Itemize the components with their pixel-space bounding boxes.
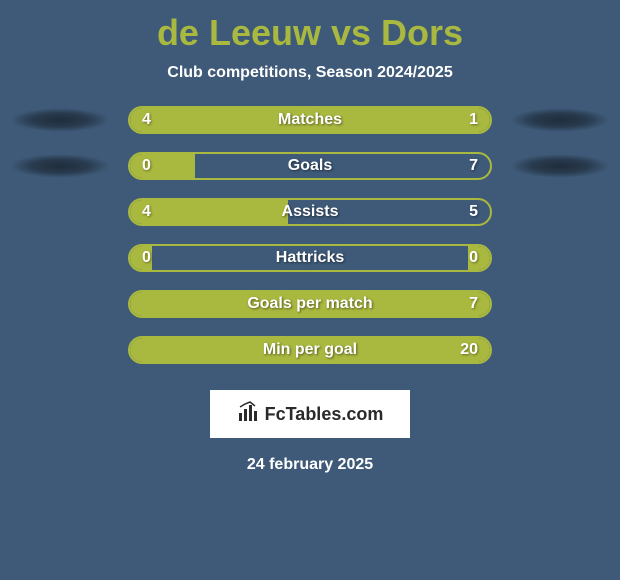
player-right-shadow <box>510 154 610 178</box>
comparison-chart: 4 1 Matches 0 7 Goals 4 5 Assists 0 0 Hattricks 7 Goa… <box>0 106 620 382</box>
stat-bar: 20 Min per goal <box>128 336 492 364</box>
stat-bar: 0 0 Hattricks <box>128 244 492 272</box>
stat-label: Matches <box>278 111 342 129</box>
player-left-shadow <box>10 108 110 132</box>
stat-row: 0 0 Hattricks <box>10 244 610 272</box>
stat-value-left: 4 <box>142 111 151 129</box>
stat-bar: 4 5 Assists <box>128 198 492 226</box>
bar-fill-right <box>418 108 490 132</box>
stat-row: 0 7 Goals <box>10 152 610 180</box>
stat-label: Hattricks <box>276 249 344 267</box>
bar-fill-left <box>130 108 418 132</box>
stat-label: Min per goal <box>263 341 357 359</box>
player-right-shadow <box>510 108 610 132</box>
stat-bar: 0 7 Goals <box>128 152 492 180</box>
stat-value-right: 7 <box>469 295 478 313</box>
bar-fill-left <box>130 154 195 178</box>
stat-value-left: 0 <box>142 157 151 175</box>
stat-value-right: 0 <box>469 249 478 267</box>
chart-icon <box>237 401 259 428</box>
stat-label: Goals per match <box>247 295 372 313</box>
stat-row: 4 5 Assists <box>10 198 610 226</box>
stat-value-right: 5 <box>469 203 478 221</box>
stat-value-left: 0 <box>142 249 151 267</box>
player-left-shadow <box>10 154 110 178</box>
stat-row: 7 Goals per match <box>10 290 610 318</box>
stat-value-right: 7 <box>469 157 478 175</box>
brand-text: FcTables.com <box>265 404 384 425</box>
stat-row: 4 1 Matches <box>10 106 610 134</box>
stat-bar: 7 Goals per match <box>128 290 492 318</box>
date-label: 24 february 2025 <box>247 456 373 474</box>
stat-value-left: 4 <box>142 203 151 221</box>
bar-fill-left <box>130 200 288 224</box>
stat-label: Assists <box>282 203 339 221</box>
page-subtitle: Club competitions, Season 2024/2025 <box>167 64 452 82</box>
stat-bar: 4 1 Matches <box>128 106 492 134</box>
stat-label: Goals <box>288 157 332 175</box>
page-title: de Leeuw vs Dors <box>157 12 463 54</box>
stat-value-right: 1 <box>469 111 478 129</box>
stat-value-right: 20 <box>460 341 478 359</box>
stat-row: 20 Min per goal <box>10 336 610 364</box>
brand-logo: FcTables.com <box>210 390 410 438</box>
